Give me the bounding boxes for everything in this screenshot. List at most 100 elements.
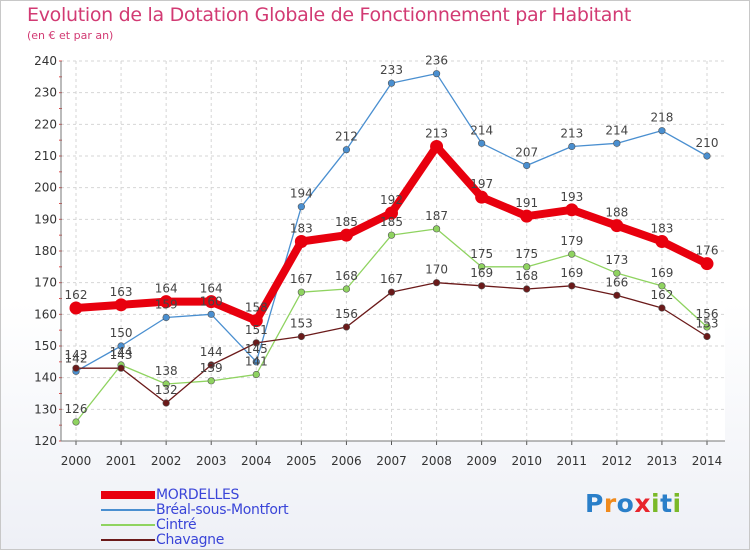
x-tick-label: 2012 <box>602 454 633 468</box>
data-point <box>658 304 666 312</box>
y-tick-label: 140 <box>34 371 57 385</box>
data-label: 160 <box>200 294 223 308</box>
data-label: 150 <box>110 326 133 340</box>
data-label: 185 <box>380 215 403 229</box>
data-label: 156 <box>335 307 358 321</box>
x-tick-label: 2013 <box>647 454 678 468</box>
legend-label: MORDELLES <box>156 487 240 503</box>
data-point <box>162 313 170 322</box>
data-label: 169 <box>650 266 673 280</box>
data-point <box>658 127 666 135</box>
data-label: 153 <box>290 317 313 331</box>
data-point <box>207 310 215 318</box>
data-label: 143 <box>110 348 133 362</box>
data-point <box>385 206 398 220</box>
data-label: 126 <box>65 402 88 416</box>
data-label: 193 <box>560 190 583 204</box>
data-label: 151 <box>245 323 268 337</box>
data-label: 159 <box>155 298 178 312</box>
y-tick-label: 200 <box>34 181 57 195</box>
data-label: 183 <box>650 222 673 236</box>
x-tick-label: 2010 <box>511 454 542 468</box>
data-label: 141 <box>245 355 268 369</box>
data-point <box>432 70 441 78</box>
data-point <box>523 285 531 293</box>
y-tick-label: 220 <box>34 117 57 131</box>
data-point <box>655 235 669 248</box>
data-point <box>568 250 576 258</box>
y-tick-label: 210 <box>34 149 57 163</box>
data-label: 166 <box>605 275 628 289</box>
data-label: 236 <box>425 54 448 68</box>
data-point <box>478 139 486 147</box>
data-label: 170 <box>425 263 448 277</box>
data-label: 214 <box>470 123 493 137</box>
data-point <box>523 263 531 271</box>
legend-label: Bréal-sous-Montfort <box>156 502 289 518</box>
data-label: 233 <box>380 63 403 77</box>
data-point <box>610 219 624 233</box>
legend-label: Chavagne <box>156 532 225 548</box>
data-point <box>613 291 621 299</box>
data-label: 163 <box>110 285 133 299</box>
logo-letter: o <box>616 489 635 518</box>
data-label: 132 <box>155 383 178 397</box>
data-point <box>297 332 305 341</box>
data-point <box>613 139 621 147</box>
data-point <box>658 282 666 290</box>
data-label: 179 <box>560 234 583 248</box>
data-label: 213 <box>560 127 583 141</box>
y-tick-label: 190 <box>34 212 57 226</box>
data-label: 197 <box>470 177 493 191</box>
legend-label: Cintré <box>156 517 197 533</box>
data-label: 167 <box>290 272 313 286</box>
data-point <box>159 295 173 309</box>
data-point <box>69 301 83 315</box>
x-tick-label: 2014 <box>692 454 723 468</box>
chart-subtitle: (en € et par an) <box>27 29 114 42</box>
x-tick-label: 2011 <box>557 454 588 468</box>
data-point <box>162 380 170 388</box>
data-label: 194 <box>290 187 313 201</box>
data-label: 185 <box>335 215 358 229</box>
data-label: 183 <box>290 222 313 236</box>
data-label: 153 <box>696 317 719 331</box>
chart-title: Evolution de la Dotation Globale de Fonc… <box>27 4 632 26</box>
data-point <box>339 228 353 242</box>
y-tick-label: 160 <box>34 307 57 321</box>
data-point <box>613 269 621 277</box>
legend-swatch <box>101 509 155 511</box>
data-point <box>523 161 531 170</box>
data-point <box>114 298 128 312</box>
y-tick-label: 240 <box>34 54 57 68</box>
data-label: 176 <box>696 244 719 258</box>
x-tick-label: 2002 <box>151 454 182 468</box>
logo-letter: x <box>634 489 651 518</box>
data-point <box>478 282 486 290</box>
data-label: 168 <box>335 269 358 283</box>
data-point <box>568 282 576 290</box>
data-label: 188 <box>605 206 628 220</box>
x-tick-label: 2009 <box>466 454 497 468</box>
data-point <box>249 314 263 328</box>
data-point <box>252 358 260 366</box>
data-point <box>703 152 711 160</box>
data-point <box>432 279 441 287</box>
legend-swatch <box>101 524 155 526</box>
logo-letter: t <box>660 489 673 518</box>
data-label: 162 <box>650 288 673 302</box>
data-label: 175 <box>470 247 493 261</box>
data-label: 192 <box>380 193 403 207</box>
data-label: 175 <box>515 247 538 261</box>
data-point <box>207 361 215 369</box>
data-point <box>432 225 441 233</box>
y-tick-label: 170 <box>34 276 57 290</box>
data-label: 214 <box>605 123 628 137</box>
logo-letter: r <box>603 489 617 518</box>
data-point <box>252 370 260 379</box>
logo-letter: P <box>585 489 604 518</box>
data-label: 187 <box>425 209 448 223</box>
data-point <box>700 257 714 271</box>
data-label: 168 <box>515 269 538 283</box>
